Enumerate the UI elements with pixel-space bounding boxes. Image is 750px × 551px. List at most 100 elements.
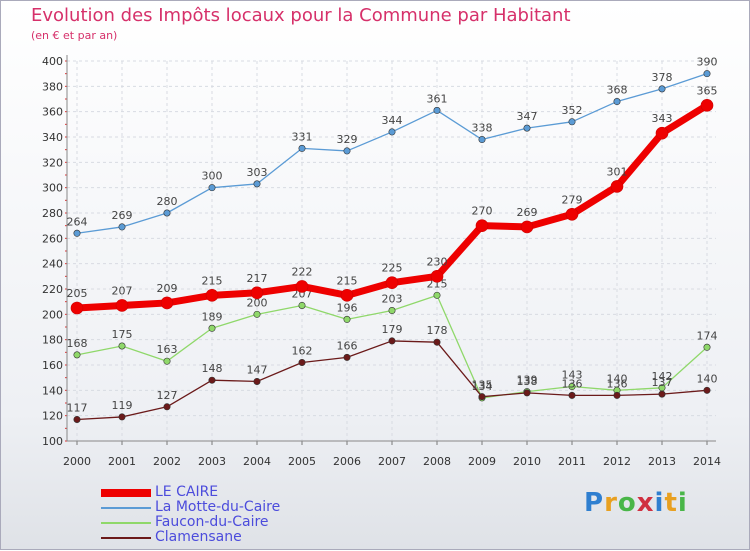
legend-item: Clamensane [101, 529, 361, 545]
legend-item: LE CAIRE [101, 484, 361, 500]
data-point [253, 310, 261, 318]
legend-swatch [101, 507, 151, 509]
data-point [613, 98, 621, 106]
data-point [568, 383, 576, 391]
data-label: 225 [382, 262, 403, 275]
y-tick-label: 160 [42, 359, 63, 372]
data-point [523, 124, 531, 132]
data-point [295, 280, 309, 293]
data-label: 344 [382, 114, 403, 127]
data-point [433, 338, 441, 346]
brand-letter: i [654, 488, 665, 518]
x-tick-label: 2004 [243, 455, 271, 468]
data-point [253, 180, 261, 188]
data-point [343, 315, 351, 323]
data-label: 215 [202, 274, 223, 287]
data-label: 338 [472, 122, 493, 135]
data-label: 143 [562, 369, 583, 382]
chart-subtitle: (en € et par an) [31, 29, 118, 42]
legend-label: Faucon-du-Caire [155, 514, 269, 530]
x-tick-label: 2007 [378, 455, 406, 468]
data-label: 136 [562, 377, 583, 390]
data-label: 280 [157, 195, 178, 208]
y-tick-label: 140 [42, 384, 63, 397]
x-tick-label: 2008 [423, 455, 451, 468]
data-point [73, 229, 81, 237]
data-point [433, 291, 441, 299]
data-label: 343 [652, 112, 673, 125]
data-point [475, 219, 489, 232]
data-point [250, 286, 264, 300]
brand-letter: r [604, 488, 618, 518]
data-label: 137 [652, 376, 673, 389]
y-tick-label: 300 [42, 182, 63, 195]
data-label: 368 [607, 84, 628, 97]
x-tick-label: 2006 [333, 455, 361, 468]
x-tick-label: 2010 [513, 455, 541, 468]
data-point [205, 289, 219, 302]
chart-legend: LE CAIRE La Motte-du-Caire Faucon-du-Caire… [101, 484, 361, 545]
data-point [208, 324, 216, 332]
data-label: 189 [202, 310, 223, 323]
x-tick-label: 2001 [108, 455, 136, 468]
data-point [73, 415, 81, 423]
data-label: 378 [652, 71, 673, 84]
data-label: 331 [292, 130, 313, 143]
data-point [568, 391, 576, 399]
legend-item: La Motte-du-Caire [101, 499, 361, 515]
data-point [658, 390, 666, 398]
data-label: 301 [607, 165, 628, 178]
data-point [343, 353, 351, 361]
data-point [73, 351, 81, 359]
data-label: 264 [67, 215, 88, 228]
data-point [70, 301, 84, 315]
data-point [703, 386, 711, 394]
data-label: 168 [67, 337, 88, 350]
data-point [478, 393, 486, 401]
y-tick-label: 320 [42, 156, 63, 169]
x-tick-label: 2014 [693, 455, 721, 468]
brand-letter: t [664, 488, 678, 518]
data-label: 117 [67, 401, 88, 414]
data-point [565, 207, 579, 221]
data-label: 139 [517, 374, 538, 387]
data-label: 203 [382, 293, 403, 306]
data-label: 207 [112, 284, 133, 297]
y-tick-label: 240 [42, 258, 63, 271]
data-label: 140 [607, 372, 628, 385]
data-point [523, 389, 531, 397]
data-point [118, 342, 126, 350]
data-point [613, 391, 621, 399]
data-label: 269 [112, 209, 133, 222]
data-point [433, 106, 441, 114]
data-label: 329 [337, 133, 358, 146]
x-tick-label: 2000 [63, 455, 91, 468]
data-label: 365 [697, 84, 718, 97]
data-point [703, 343, 711, 351]
data-point [610, 180, 624, 193]
data-point [388, 337, 396, 345]
data-point [163, 357, 171, 365]
data-point [118, 413, 126, 421]
data-label: 175 [112, 328, 133, 341]
data-label: 196 [337, 301, 358, 314]
data-label: 352 [562, 104, 583, 117]
legend-swatch [101, 537, 151, 539]
y-tick-label: 180 [42, 334, 63, 347]
data-point [700, 99, 714, 112]
x-tick-label: 2005 [288, 455, 316, 468]
x-tick-label: 2002 [153, 455, 181, 468]
data-point [208, 184, 216, 192]
y-tick-label: 380 [42, 80, 63, 93]
data-point [298, 358, 306, 366]
brand-letter: i [677, 488, 688, 518]
data-label: 270 [472, 205, 493, 218]
legend-label: Clamensane [155, 529, 242, 545]
data-point [163, 209, 171, 217]
data-label: 300 [202, 170, 223, 183]
data-point [208, 376, 216, 384]
y-tick-label: 120 [42, 410, 63, 423]
x-tick-label: 2012 [603, 455, 631, 468]
data-label: 390 [697, 56, 718, 69]
data-label: 119 [112, 399, 133, 412]
